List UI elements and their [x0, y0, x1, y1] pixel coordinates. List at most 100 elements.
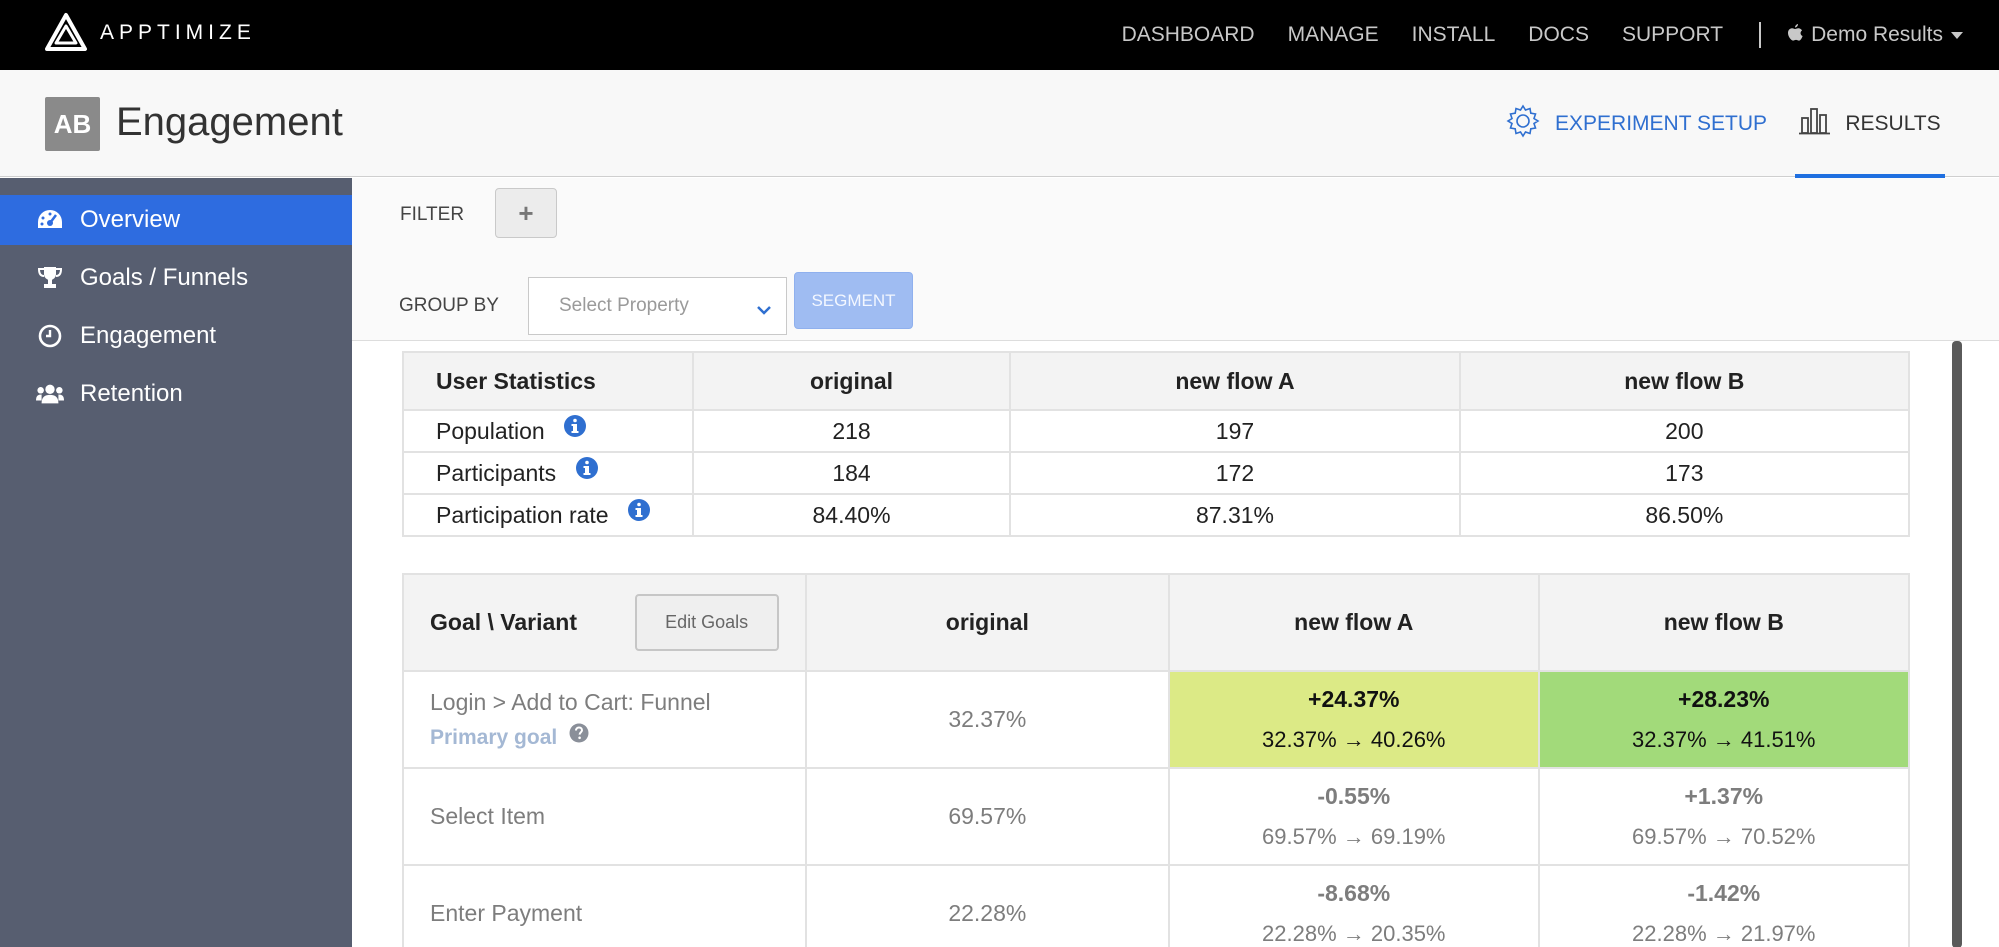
column-header: new flow B: [1537, 573, 1910, 672]
top-navbar: APPTIMIZE DASHBOARD MANAGE INSTALL DOCS …: [0, 0, 1999, 70]
account-menu[interactable]: Demo Results: [1787, 23, 1963, 48]
bar-chart-icon: [1799, 106, 1845, 142]
table-row: Participants 184 172 173: [402, 451, 1911, 495]
active-tab-indicator: [1795, 174, 1945, 178]
user-statistics-table: User Statistics original new flow A new …: [402, 351, 1911, 537]
gear-icon: [1505, 103, 1555, 145]
nav-dashboard[interactable]: DASHBOARD: [1121, 23, 1255, 46]
users-icon: [36, 380, 64, 408]
chevron-down-icon: [756, 300, 772, 322]
table-cell: 218: [691, 409, 1012, 453]
nav-support[interactable]: SUPPORT: [1621, 23, 1724, 46]
sidebar-item-goals-funnels[interactable]: Goals / Funnels: [0, 253, 352, 303]
table-cell: 32.37%: [804, 670, 1171, 769]
vertical-scrollbar[interactable]: [1952, 341, 1962, 947]
experiment-header: AB Engagement EXPERIMENT SETUP: [0, 70, 1999, 178]
delta-value: -1.42%: [1687, 880, 1761, 906]
dashboard-icon: [36, 206, 64, 234]
sidebar-item-label: Goals / Funnels: [80, 264, 249, 291]
goals-table: Goal \ Variant Edit Goals original new f…: [402, 573, 1910, 947]
variant-result-cell: -1.42% 22.28% → 21.97%: [1537, 864, 1910, 947]
ab-badge: AB: [45, 97, 100, 151]
column-header: original: [691, 351, 1012, 411]
delta-value: -8.68%: [1317, 880, 1391, 906]
brand-name: APPTIMIZE: [100, 21, 256, 44]
change-value: 69.57% → 70.52%: [1632, 824, 1816, 849]
sidebar-item-engagement[interactable]: Engagement: [0, 311, 352, 361]
sidebar-item-label: Overview: [80, 206, 181, 233]
add-filter-button[interactable]: +: [495, 188, 557, 238]
variant-result-cell: -0.55% 69.57% → 69.19%: [1168, 767, 1540, 866]
variant-result-cell: +24.37% 32.37% → 40.26%: [1168, 670, 1540, 769]
brand[interactable]: APPTIMIZE: [44, 12, 256, 54]
table-row: Enter Payment 22.28% -8.68% 22.28% → 20.…: [402, 864, 1910, 947]
delta-value: -0.55%: [1317, 783, 1391, 809]
table-cell: 184: [691, 451, 1012, 495]
nav-divider: [1759, 22, 1762, 48]
table-cell: 172: [1009, 451, 1461, 495]
nav-install[interactable]: INSTALL: [1411, 23, 1496, 46]
sidebar: Overview Goals / Funnels Engagement: [0, 178, 352, 947]
column-header: new flow B: [1458, 351, 1911, 411]
change-value: 32.37% → 40.26%: [1262, 727, 1446, 752]
table-cell: 84.40%: [691, 493, 1012, 537]
table-header-row: Goal \ Variant Edit Goals original new f…: [402, 573, 1910, 672]
goal-name: Login > Add to Cart: Funnel: [430, 689, 711, 715]
sidebar-item-label: Retention: [80, 380, 183, 407]
table-cell: 69.57%: [804, 767, 1171, 866]
tab-results[interactable]: RESULTS: [1795, 70, 1945, 178]
tab-experiment-setup[interactable]: EXPERIMENT SETUP: [1505, 70, 1767, 177]
tab-results-label: RESULTS: [1845, 111, 1941, 135]
row-label: Participants: [436, 459, 557, 486]
variant-result-cell: +28.23% 32.37% → 41.51%: [1537, 670, 1910, 769]
table-row: Select Item 69.57% -0.55% 69.57% → 69.19…: [402, 767, 1910, 866]
clock-icon: [36, 322, 64, 350]
select-placeholder: Select Property: [559, 295, 689, 316]
variant-result-cell: -8.68% 22.28% → 20.35%: [1168, 864, 1540, 947]
question-icon[interactable]: [569, 723, 589, 749]
group-by-select[interactable]: Select Property: [528, 277, 787, 335]
table-header-row: User Statistics original new flow A new …: [402, 351, 1911, 411]
row-label: Participation rate: [436, 501, 609, 528]
nav-manage[interactable]: MANAGE: [1287, 23, 1379, 46]
results-scroll-region[interactable]: User Statistics original new flow A new …: [352, 340, 1999, 947]
table-row: Population 218 197 200: [402, 409, 1911, 453]
edit-goals-button[interactable]: Edit Goals: [634, 594, 779, 651]
group-by-label: GROUP BY: [399, 295, 499, 316]
account-name: Demo Results: [1811, 23, 1943, 46]
table-cell: 86.50%: [1458, 493, 1911, 537]
primary-goal-text: Primary goal: [430, 726, 558, 749]
column-header: new flow A: [1009, 351, 1461, 411]
row-label-cell: Population: [402, 409, 694, 453]
variant-result-cell: +1.37% 69.57% → 70.52%: [1537, 767, 1910, 866]
sidebar-item-label: Engagement: [80, 322, 217, 349]
change-value: 22.28% → 20.35%: [1262, 921, 1446, 946]
delta-value: +24.37%: [1308, 686, 1400, 712]
info-icon[interactable]: [575, 456, 599, 486]
delta-value: +28.23%: [1678, 686, 1770, 712]
delta-value: +1.37%: [1684, 783, 1764, 809]
sidebar-item-retention[interactable]: Retention: [0, 369, 352, 419]
sidebar-item-overview[interactable]: Overview: [0, 195, 352, 245]
row-label-cell: Participants: [402, 451, 694, 495]
goal-variant-label: Goal \ Variant: [430, 609, 577, 635]
row-label: Population: [436, 417, 545, 444]
goal-name-cell: Login > Add to Cart: Funnel Primary goal: [402, 670, 807, 769]
table-cell: 87.31%: [1009, 493, 1461, 537]
tab-setup-label: EXPERIMENT SETUP: [1555, 111, 1767, 135]
goal-variant-header: Goal \ Variant Edit Goals: [402, 573, 807, 672]
row-label-cell: Participation rate: [402, 493, 694, 537]
table-row: Login > Add to Cart: Funnel Primary goal…: [402, 670, 1910, 769]
table-cell: 200: [1458, 409, 1911, 453]
info-icon[interactable]: [563, 414, 587, 444]
results-content: FILTER + GROUP BY Select Property SEGMEN…: [352, 178, 1999, 947]
info-icon[interactable]: [627, 498, 651, 528]
goal-name: Enter Payment: [402, 864, 807, 947]
segment-button[interactable]: SEGMENT: [794, 272, 913, 329]
page-title: Engagement: [116, 100, 343, 144]
apptimize-logo-icon: [44, 12, 88, 54]
goal-name: Select Item: [402, 767, 807, 866]
table-cell: 173: [1458, 451, 1911, 495]
nav-docs[interactable]: DOCS: [1528, 23, 1589, 46]
filter-label: FILTER: [400, 204, 465, 225]
